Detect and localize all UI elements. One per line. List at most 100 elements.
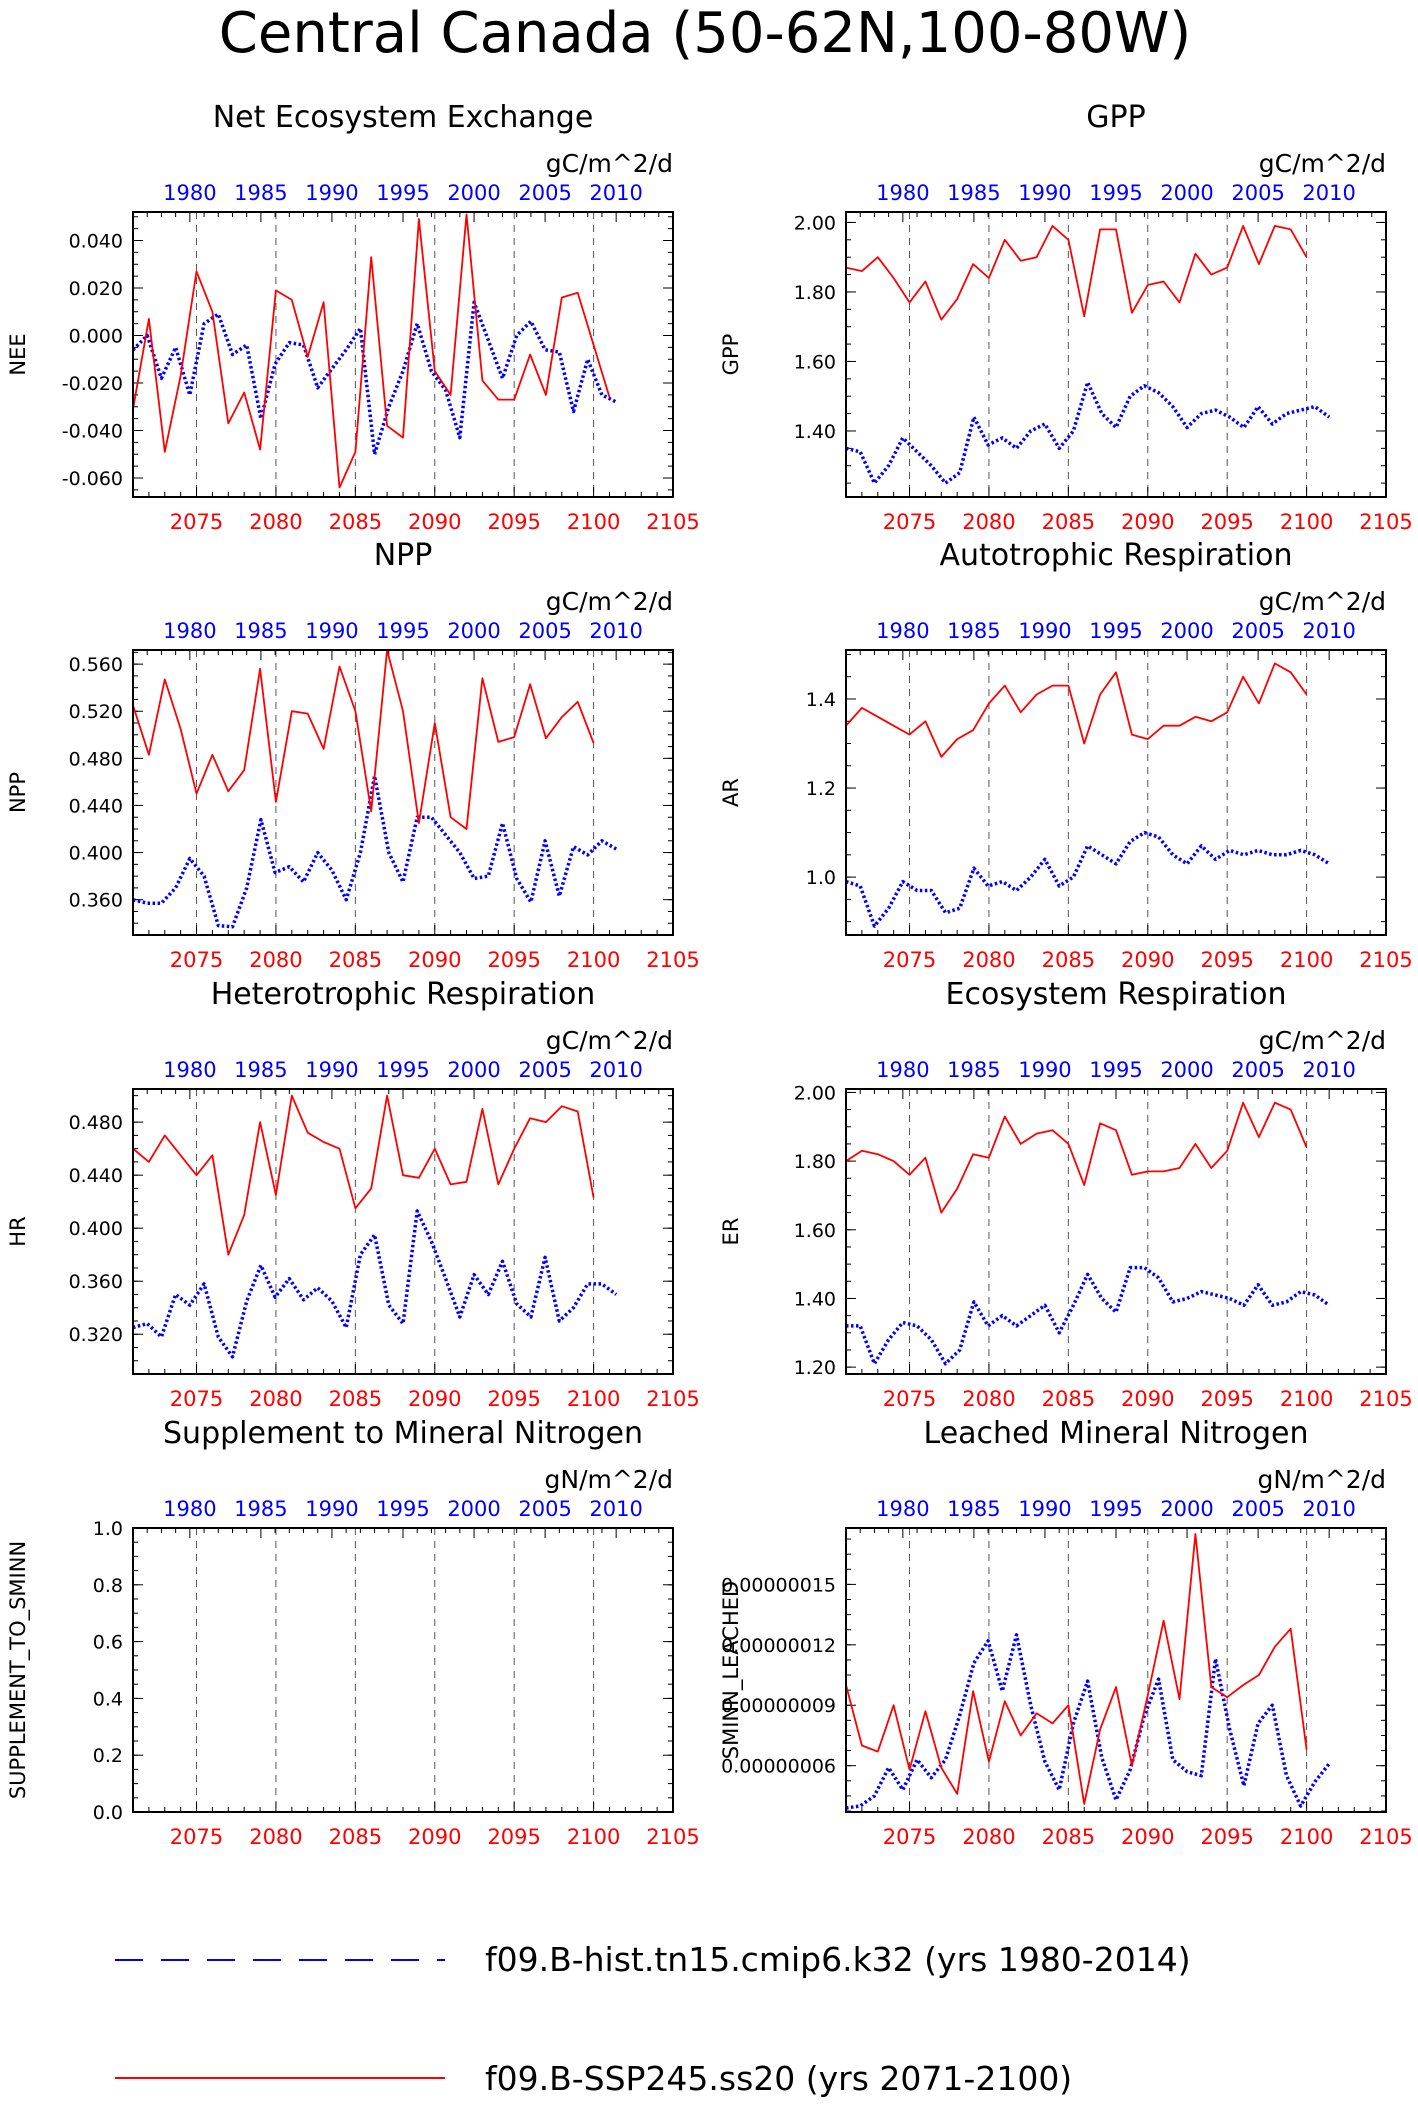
top-tick-label: 2010	[1302, 181, 1355, 205]
y-tick-label: 2.00	[794, 1082, 836, 1104]
series-group	[846, 224, 1331, 485]
top-tick-label: 1990	[305, 619, 358, 643]
y-tick-label: 0.0	[93, 1802, 123, 1824]
y-tick-label: 0.480	[69, 748, 123, 770]
panel-title: Autotrophic Respiration	[939, 538, 1292, 573]
y-tick-label: 0.00000012	[721, 1635, 836, 1657]
top-tick-label: 2000	[1160, 619, 1213, 643]
top-tick-label: 1985	[947, 1058, 1000, 1082]
series-group	[133, 650, 618, 929]
x-tick-label: 2100	[1280, 1825, 1333, 1849]
legend: f09.B-hist.tn15.cmip6.k32 (yrs 1980-2014…	[115, 1940, 1191, 2098]
x-tick-label: 2105	[646, 948, 699, 972]
y-axis-label: NPP	[6, 772, 30, 813]
y-axis-label: SUPPLEMENT_TO_SMINN	[6, 1541, 31, 1799]
x-tick-label: 2075	[170, 1825, 223, 1849]
y-tick-label: 2.00	[794, 212, 836, 234]
top-tick-label: 2005	[1231, 181, 1284, 205]
x-tick-label: 2090	[408, 510, 461, 534]
units-label: gC/m^2/d	[546, 1026, 673, 1055]
series-line-future	[846, 1533, 1308, 1805]
panel-title: Heterotrophic Respiration	[211, 977, 596, 1012]
top-tick-label: 1980	[163, 619, 216, 643]
top-tick-label: 1980	[163, 1058, 216, 1082]
y-tick-label: 0.560	[69, 654, 123, 676]
top-tick-label: 1995	[376, 1058, 429, 1082]
y-tick-label: 1.2	[806, 778, 836, 800]
y-tick-label: 0.480	[69, 1112, 123, 1134]
y-tick-label: 1.80	[794, 1151, 836, 1173]
top-tick-label: 1995	[1089, 1058, 1142, 1082]
series-line-hist	[846, 380, 1331, 485]
series-line-future	[133, 1094, 595, 1256]
x-tick-label: 2105	[646, 1387, 699, 1411]
x-tick-label: 2080	[962, 510, 1015, 534]
x-tick-label: 2090	[1121, 1387, 1174, 1411]
top-tick-label: 1980	[163, 1497, 216, 1521]
x-tick-label: 2095	[487, 1387, 540, 1411]
top-tick-label: 1990	[1018, 1058, 1071, 1082]
x-tick-label: 2105	[1359, 510, 1412, 534]
x-tick-label: 2085	[329, 510, 382, 534]
top-tick-label: 1995	[1089, 181, 1142, 205]
y-tick-label: 0.400	[69, 843, 123, 865]
panel-6: Ecosystem Respiration gC/m^2/d ER 2075 2080 2…	[719, 977, 1413, 1411]
y-tick-label: 0.400	[69, 1218, 123, 1240]
top-tick-label: 2005	[1231, 1497, 1284, 1521]
plot-frame	[132, 649, 674, 936]
series-line-hist	[133, 774, 618, 929]
y-tick-label: 0.020	[69, 278, 123, 300]
x-tick-label: 2085	[1042, 948, 1095, 972]
x-tick-label: 2085	[329, 948, 382, 972]
y-axis-label: GPP	[719, 334, 743, 376]
plot-frame	[845, 649, 1387, 936]
top-tick-label: 2005	[518, 181, 571, 205]
x-tick-label: 2085	[1042, 1387, 1095, 1411]
top-tick-label: 1980	[876, 1497, 929, 1521]
top-tick-label: 2010	[589, 1058, 642, 1082]
x-tick-label: 2085	[1042, 510, 1095, 534]
panel-2: GPP gC/m^2/d GPP 2075 2080 2085 2090 2095 2100 21…	[719, 100, 1413, 534]
panel-5: Heterotrophic Respiration gC/m^2/d HR 2075 2…	[6, 977, 700, 1411]
panel-4: Autotrophic Respiration gC/m^2/d AR 2075 208…	[719, 538, 1413, 972]
panel-1: Net Ecosystem Exchange gC/m^2/d NEE 2075 208…	[6, 100, 700, 534]
plot-frame	[845, 211, 1387, 498]
top-tick-label: 1985	[234, 181, 287, 205]
top-tick-label: 2000	[447, 619, 500, 643]
x-tick-label: 2075	[883, 1825, 936, 1849]
top-tick-label: 1985	[947, 619, 1000, 643]
x-tick-label: 2080	[962, 1825, 1015, 1849]
legend-label-future: f09.B-SSP245.ss20 (yrs 2071-2100)	[485, 2059, 1072, 2098]
y-tick-label: 0.360	[69, 890, 123, 912]
series-group	[846, 1101, 1331, 1366]
series-line-hist	[133, 300, 617, 457]
top-tick-label: 1990	[1018, 619, 1071, 643]
y-tick-label: 0.440	[69, 1165, 123, 1187]
top-tick-label: 1980	[876, 181, 929, 205]
x-tick-label: 2100	[1280, 948, 1333, 972]
panel-title: NPP	[374, 538, 433, 573]
y-tick-label: 0.320	[69, 1324, 123, 1346]
units-label: gC/m^2/d	[546, 149, 673, 178]
top-tick-label: 2000	[447, 1497, 500, 1521]
y-tick-label: -0.040	[62, 421, 123, 443]
top-tick-label: 2010	[589, 1497, 642, 1521]
y-tick-label: 0.00000009	[721, 1695, 836, 1717]
x-tick-label: 2105	[1359, 948, 1412, 972]
panel-title: Ecosystem Respiration	[946, 977, 1287, 1012]
y-tick-label: 0.440	[69, 795, 123, 817]
x-tick-label: 2095	[1200, 1387, 1253, 1411]
y-tick-label: 1.60	[794, 1220, 836, 1242]
plot-frame	[132, 211, 674, 498]
y-tick-label: -0.020	[62, 373, 123, 395]
top-tick-label: 1995	[376, 181, 429, 205]
y-tick-label: 0.2	[93, 1745, 123, 1767]
x-tick-label: 2105	[646, 510, 699, 534]
top-tick-label: 2005	[518, 619, 571, 643]
x-tick-label: 2100	[1280, 1387, 1333, 1411]
x-tick-label: 2080	[962, 1387, 1015, 1411]
y-axis-label: ER	[719, 1218, 743, 1246]
series-line-future	[846, 224, 1308, 321]
top-tick-label: 2005	[1231, 619, 1284, 643]
